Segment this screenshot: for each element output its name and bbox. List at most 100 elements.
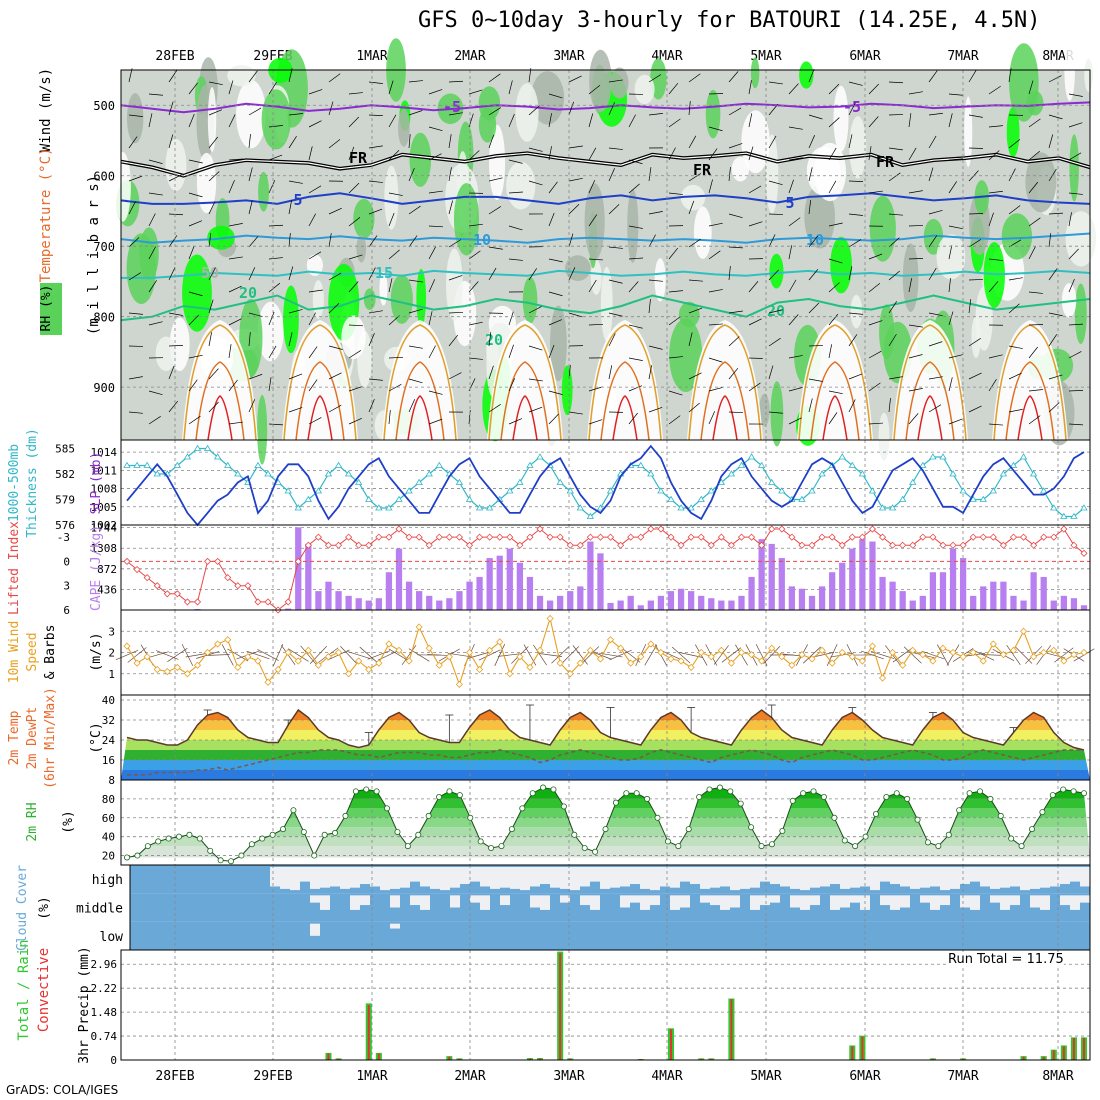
thickness-point — [747, 453, 756, 460]
cloud-cell — [770, 893, 781, 922]
wind-barb — [1068, 192, 1083, 195]
rh-blob — [384, 165, 399, 230]
wind-barb — [148, 213, 156, 227]
wind-barb — [528, 378, 543, 382]
wind-barb — [668, 290, 683, 293]
wind-barb — [408, 205, 421, 215]
rh-point — [332, 829, 339, 836]
cloud-cover-cell — [640, 867, 651, 889]
wind-barb — [948, 93, 963, 96]
wind-tick-label: 2 — [108, 647, 115, 660]
li-point — [425, 541, 433, 549]
li-point — [234, 582, 242, 590]
wind-barb — [128, 411, 143, 414]
cape-bar — [889, 581, 896, 610]
thickness-point — [516, 478, 524, 485]
wind-barb — [628, 412, 638, 425]
precip-convective-bar — [861, 1036, 864, 1060]
wind-barb — [608, 279, 623, 284]
rh-point — [176, 833, 183, 840]
thickness-point — [193, 444, 202, 451]
wind-barb — [348, 146, 355, 161]
wind-speed-point — [153, 665, 161, 674]
rh-blob — [769, 253, 784, 289]
wind-barb — [628, 324, 643, 329]
isotherm-5 — [120, 192, 1091, 205]
cape-bar — [325, 581, 332, 610]
wind-barb — [388, 278, 393, 293]
wind-barb — [688, 402, 700, 413]
wind-barb — [128, 175, 143, 182]
thickness-point — [778, 487, 786, 494]
cape-bar — [436, 600, 443, 610]
wind-barb — [768, 213, 784, 215]
cloud-cover-cell — [950, 867, 961, 889]
cloud-cover-cell — [1070, 895, 1081, 910]
cape-bar — [798, 588, 806, 610]
cloud-cover-cell — [330, 867, 341, 887]
wind-barb — [368, 180, 383, 183]
wind-speed-point — [214, 640, 222, 648]
cloud-cover-cell — [990, 867, 1001, 889]
date-label-bottom: 3MAR — [553, 1069, 584, 1084]
cloud-cover-cell — [900, 867, 911, 887]
cape-tick-label: 872 — [97, 563, 117, 576]
cloud-cover-cell — [970, 867, 981, 882]
cloud-cover-cell — [390, 923, 401, 929]
cloud-cell — [940, 893, 951, 922]
wind-barb — [648, 345, 663, 350]
isotherm-35 — [612, 395, 638, 441]
wind-speed-point — [173, 663, 181, 671]
wind-barb — [228, 285, 242, 293]
wind-barb — [748, 113, 753, 128]
rh-point — [748, 824, 755, 831]
li-point — [1019, 533, 1028, 541]
li-point — [284, 598, 292, 606]
wind-barb — [548, 113, 552, 128]
wind-barb — [248, 70, 258, 83]
wind-speed-point — [576, 659, 584, 667]
wind-barb — [948, 418, 963, 425]
wind-barb — [988, 125, 1003, 128]
wind-barb — [368, 81, 383, 84]
wind-barb — [648, 299, 651, 314]
thickness-point — [556, 478, 564, 485]
li-point — [647, 525, 655, 533]
cloud-cover-cell — [600, 867, 611, 889]
cape-bar — [839, 562, 846, 610]
li-point — [627, 533, 635, 541]
cloud-cell — [980, 893, 991, 922]
wind-barb — [808, 269, 819, 281]
rh-point — [758, 843, 765, 850]
wind-barb — [248, 267, 256, 281]
temp-tick-label: 24 — [102, 734, 116, 747]
rh-point — [737, 800, 744, 807]
cloud-cell — [450, 921, 461, 950]
cape-bar — [879, 576, 886, 610]
wind-barb — [588, 214, 598, 227]
wind-barb — [1068, 351, 1082, 359]
cloud-cell — [800, 921, 811, 950]
wind-barb — [468, 150, 480, 161]
wind-barb — [728, 266, 731, 281]
wind-barb — [508, 113, 515, 128]
wind-barb — [888, 333, 897, 347]
wind-barb — [748, 281, 759, 293]
wind-speed-point — [677, 657, 685, 665]
wind-barb — [428, 89, 443, 95]
cloud-cell — [1080, 893, 1091, 922]
cloud-cover-cell — [720, 895, 731, 910]
rh-point — [800, 790, 807, 797]
wind-barb — [348, 350, 361, 359]
cloud-cell — [210, 921, 221, 950]
rh-point — [716, 784, 723, 791]
thickness-point — [768, 478, 776, 485]
surface-wind-barb — [300, 645, 317, 665]
wind-barb — [488, 332, 492, 347]
li-point — [1009, 533, 1018, 541]
cloud-cell — [950, 921, 961, 950]
rh-tick-label: 20 — [102, 850, 115, 863]
wind-barb — [388, 114, 397, 128]
li-point — [667, 533, 675, 541]
wind-barb — [248, 134, 251, 149]
